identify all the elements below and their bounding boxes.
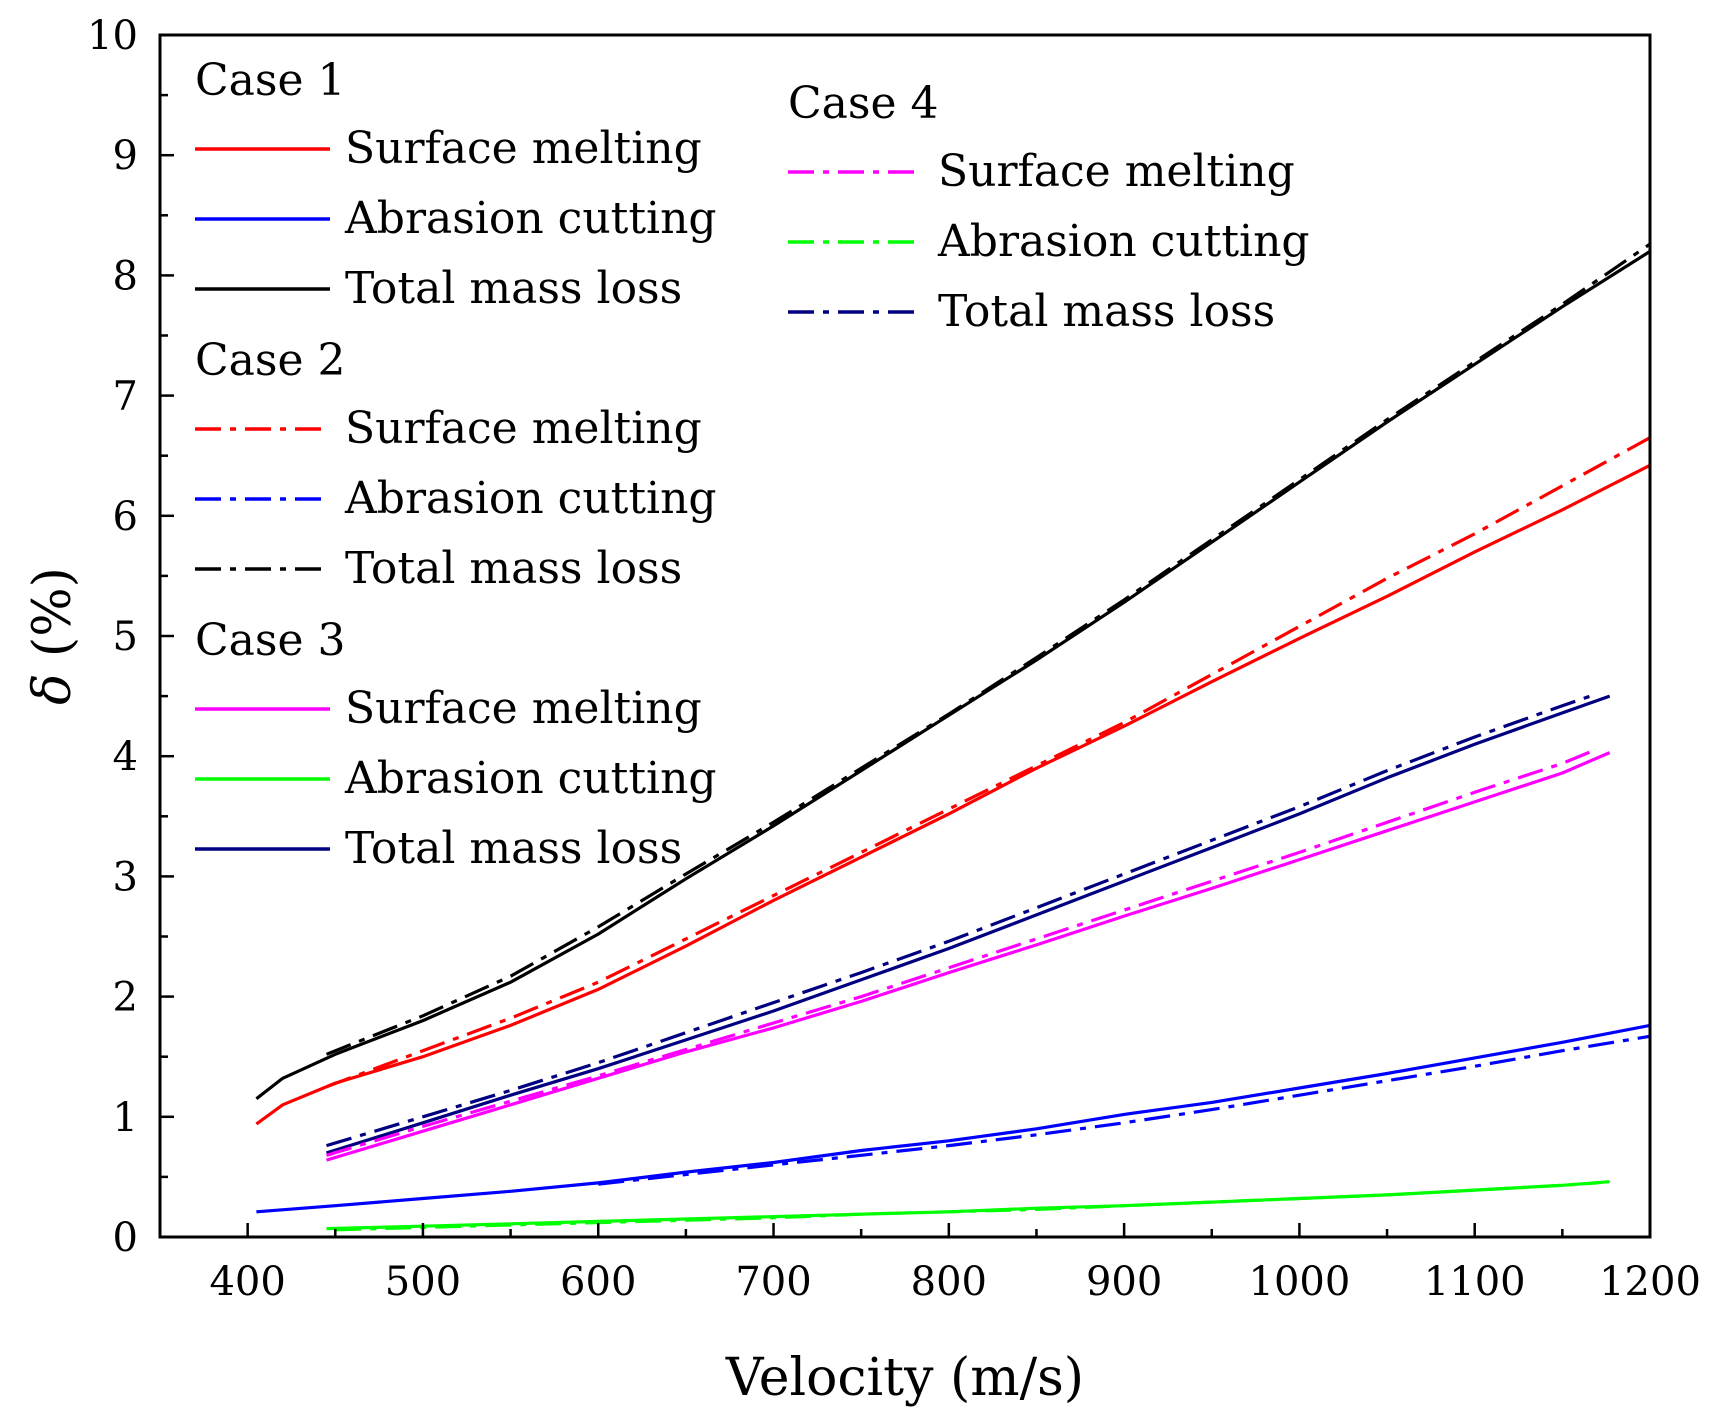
y-axis-title: δ (%) [23,567,83,705]
series-case-4-surface-melting [326,747,1599,1157]
y-axis-symbol: δ [23,674,83,705]
x-tick-label: 600 [560,1259,636,1305]
series-case-3-total-mass-loss [326,694,1611,1155]
legend-label: Surface melting [345,123,702,174]
series-case-2-total-mass-loss [325,242,1650,1056]
tick-labels: 400 500 600 700 800 900 1000 1100 1200 0 1 2 3 4 5 6 7 8 9… [87,13,1701,1305]
legend-group-case-3: Case 3 Surface melting Abrasion cutting Tot… [195,615,717,874]
legend-group-title: Case 4 [788,78,939,129]
x-tick-label: 900 [1086,1259,1162,1305]
y-tick-label: 10 [87,13,138,59]
x-tick-label: 400 [209,1259,285,1305]
series-case-1-abrasion-cutting [256,1023,1650,1214]
y-tick-label: 2 [113,975,138,1021]
y-tick-label: 7 [113,374,138,420]
x-tick-label: 1000 [1249,1259,1351,1305]
legend: Case 1 Surface melting Abrasion cutting Tot… [195,55,1310,874]
y-tick-label: 4 [113,734,138,780]
y-tick-label: 9 [113,133,138,179]
x-tick-label: 1200 [1599,1259,1701,1305]
x-axis-title: Velocity (m/s) [725,1348,1084,1408]
series-case-1-surface-melting [255,463,1650,1126]
y-tick-label: 5 [113,614,138,660]
legend-label: Total mass loss [345,263,682,314]
legend-group-case-4: Case 4 Surface melting Abrasion cutting Tot… [788,78,1310,337]
legend-label: Abrasion cutting [344,193,717,244]
series-layer [255,242,1650,1232]
legend-group-title: Case 2 [195,335,346,386]
x-tick-label: 700 [735,1259,811,1305]
legend-label: Surface melting [345,403,702,454]
legend-group-title: Case 1 [195,55,346,106]
y-tick-label: 0 [113,1215,138,1261]
y-axis-unit: (%) [23,567,83,674]
axis-ticks [158,33,1652,1239]
y-tick-label: 6 [113,494,138,540]
x-tick-label: 500 [385,1259,461,1305]
x-tick-label: 800 [911,1259,987,1305]
series-case-2-abrasion-cutting [598,1034,1650,1186]
legend-label: Total mass loss [938,286,1275,337]
legend-label: Abrasion cutting [344,473,717,524]
series-case-3-abrasion-cutting [326,1180,1610,1231]
legend-label: Total mass loss [345,543,682,594]
y-tick-label: 1 [113,1095,138,1141]
legend-group-case-1: Case 1 Surface melting Abrasion cutting Tot… [195,55,717,314]
y-tick-label: 3 [113,854,138,900]
legend-group-case-2: Case 2 Surface melting Abrasion cutting Tot… [195,335,717,594]
legend-label: Abrasion cutting [937,216,1310,267]
series-case-4-total-mass-loss [326,692,1598,1148]
legend-label: Surface melting [938,146,1295,197]
y-tick-label: 8 [113,253,138,299]
legend-group-title: Case 3 [195,615,346,666]
x-tick-label: 1100 [1424,1259,1526,1305]
series-case-4-abrasion-cutting [335,1181,1598,1232]
series-case-3-surface-melting [326,751,1611,1162]
legend-label: Surface melting [345,683,702,734]
legend-label: Abrasion cutting [344,753,717,804]
legend-label: Total mass loss [345,823,682,874]
